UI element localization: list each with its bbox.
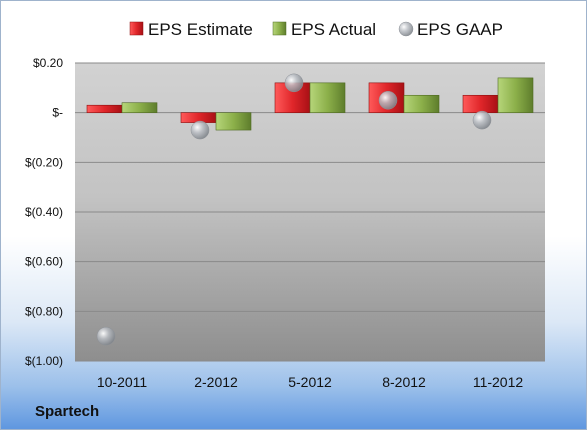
gaap-points bbox=[96, 73, 492, 346]
gaap-point bbox=[472, 110, 492, 130]
actual-bar bbox=[215, 112, 252, 131]
x-category-label: 8-2012 bbox=[382, 374, 426, 390]
x-category-label: 5-2012 bbox=[288, 374, 332, 390]
legend-swatch-estimate bbox=[129, 21, 144, 36]
gaap-point bbox=[378, 91, 398, 110]
x-category-label: 2-2012 bbox=[194, 374, 238, 390]
legend-marker-gaap bbox=[398, 21, 414, 37]
actual-bar bbox=[309, 82, 346, 113]
y-tick-label: $- bbox=[52, 106, 63, 120]
x-category-label: 10-2011 bbox=[97, 374, 148, 390]
company-name: Spartech bbox=[35, 403, 100, 420]
legend: EPS Estimate EPS Actual EPS GAAP bbox=[129, 20, 503, 39]
x-category-label: 11-2012 bbox=[473, 374, 524, 390]
bars bbox=[86, 77, 534, 131]
actual-bar bbox=[497, 77, 534, 113]
legend-label-gaap: EPS GAAP bbox=[417, 20, 503, 39]
y-tick-label: $(0.40) bbox=[25, 205, 63, 219]
actual-bar bbox=[121, 102, 158, 113]
estimate-bar bbox=[462, 94, 499, 113]
gaap-point bbox=[284, 73, 304, 93]
gaap-point bbox=[96, 326, 116, 346]
y-axis-ticks: $0.20 $- $(0.20) $(0.40) $(0.60) $(0.80) $(1.0… bbox=[25, 56, 63, 368]
y-tick-label: $(0.20) bbox=[25, 155, 63, 169]
actual-bar bbox=[403, 94, 440, 113]
y-tick-label: $(0.60) bbox=[25, 255, 63, 269]
gaap-point bbox=[190, 120, 210, 140]
legend-label-estimate: EPS Estimate bbox=[148, 20, 253, 39]
y-tick-label: $(1.00) bbox=[25, 354, 63, 368]
y-tick-label: $0.20 bbox=[33, 56, 63, 70]
x-axis-categories: 10-2011 2-2012 5-2012 8-2012 11-2012 bbox=[97, 374, 524, 390]
legend-label-actual: EPS Actual bbox=[291, 20, 376, 39]
legend-swatch-actual bbox=[272, 21, 287, 36]
estimate-bar bbox=[86, 104, 123, 113]
y-tick-label: $(0.80) bbox=[25, 304, 63, 318]
